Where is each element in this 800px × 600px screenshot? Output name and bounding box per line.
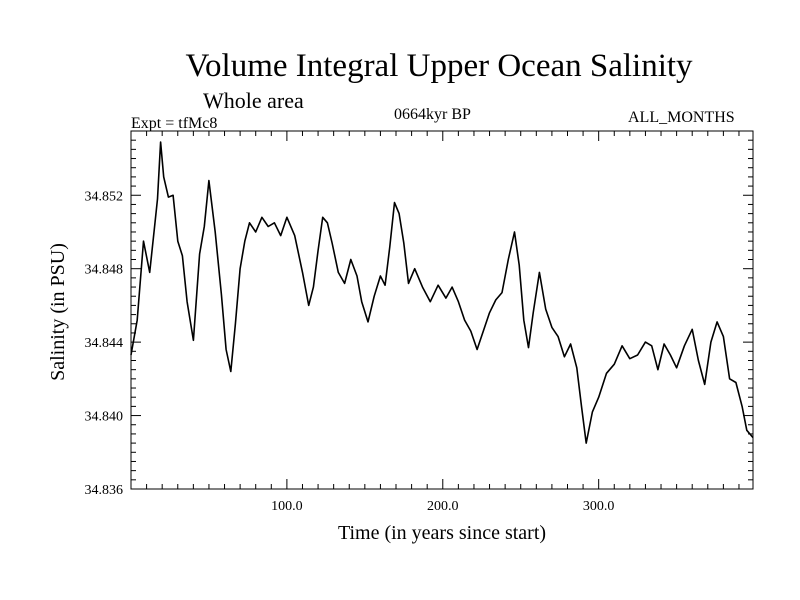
period-label: 0664kyr BP [394, 106, 471, 123]
months-label: ALL_MONTHS [628, 109, 735, 126]
x-tick-label: 100.0 [271, 499, 303, 514]
salinity-series-line [130, 141, 754, 444]
y-axis-ticks: 34.836 34.840 34.844 34.848 34.852 [85, 189, 124, 498]
chart-subtitle: Whole area [203, 88, 304, 113]
x-tick-label: 200.0 [427, 499, 459, 514]
y-tick-label: 34.840 [85, 410, 124, 425]
y-axis-label: Salinity (in PSU) [47, 243, 69, 381]
y-tick-label: 34.848 [85, 263, 124, 278]
y-tick-label: 34.844 [85, 336, 124, 351]
x-tick-label: 300.0 [583, 499, 615, 514]
y-tick-label: 34.836 [85, 483, 124, 498]
plot-frame [130, 130, 754, 490]
x-axis-ticks: 100.0 200.0 300.0 [271, 499, 614, 514]
minor-ticks [131, 130, 753, 490]
y-tick-label: 34.852 [85, 189, 124, 204]
x-axis-label: Time (in years since start) [338, 522, 546, 544]
experiment-label: Expt = tfMc8 [131, 115, 218, 132]
chart-title: Volume Integral Upper Ocean Salinity [185, 48, 693, 84]
